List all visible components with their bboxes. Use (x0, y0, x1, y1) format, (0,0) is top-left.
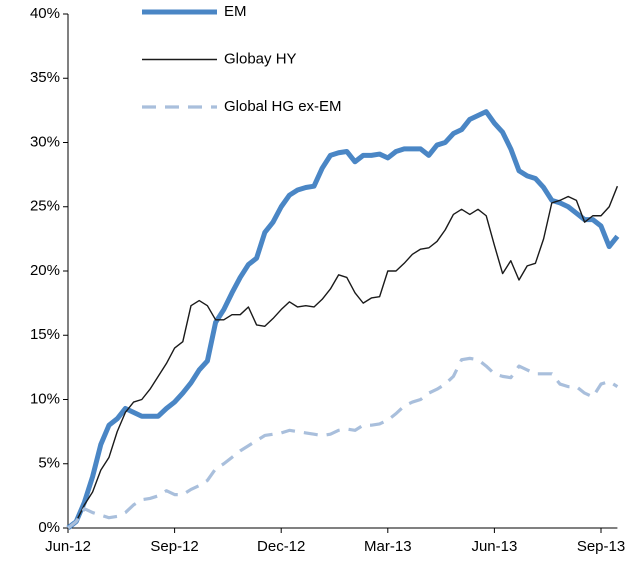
y-tick-label: 25% (30, 198, 60, 215)
y-tick-label: 35% (30, 69, 60, 86)
y-tick-label: 5% (38, 455, 60, 472)
x-tick-label: Sep-12 (150, 538, 198, 555)
y-tick-label: 0% (38, 519, 60, 536)
x-tick-label: Dec-12 (257, 538, 305, 555)
y-tick-label: 10% (30, 390, 60, 407)
series-line (66, 109, 620, 530)
x-tick-label: Sep-13 (577, 538, 625, 555)
series-line (67, 185, 619, 529)
y-tick-label: 40% (30, 5, 60, 22)
legend-label: Global HG ex-EM (224, 98, 342, 115)
x-tick-label: Jun-13 (471, 538, 517, 555)
legend-label: EM (224, 3, 247, 20)
x-tick-label: Mar-13 (364, 538, 412, 555)
y-tick-label: 20% (30, 262, 60, 279)
x-tick-label: Jun-12 (45, 538, 91, 555)
y-tick-label: 15% (30, 326, 60, 343)
legend-label: Globay HY (224, 50, 297, 67)
y-tick-label: 30% (30, 133, 60, 150)
series-line (67, 356, 619, 530)
